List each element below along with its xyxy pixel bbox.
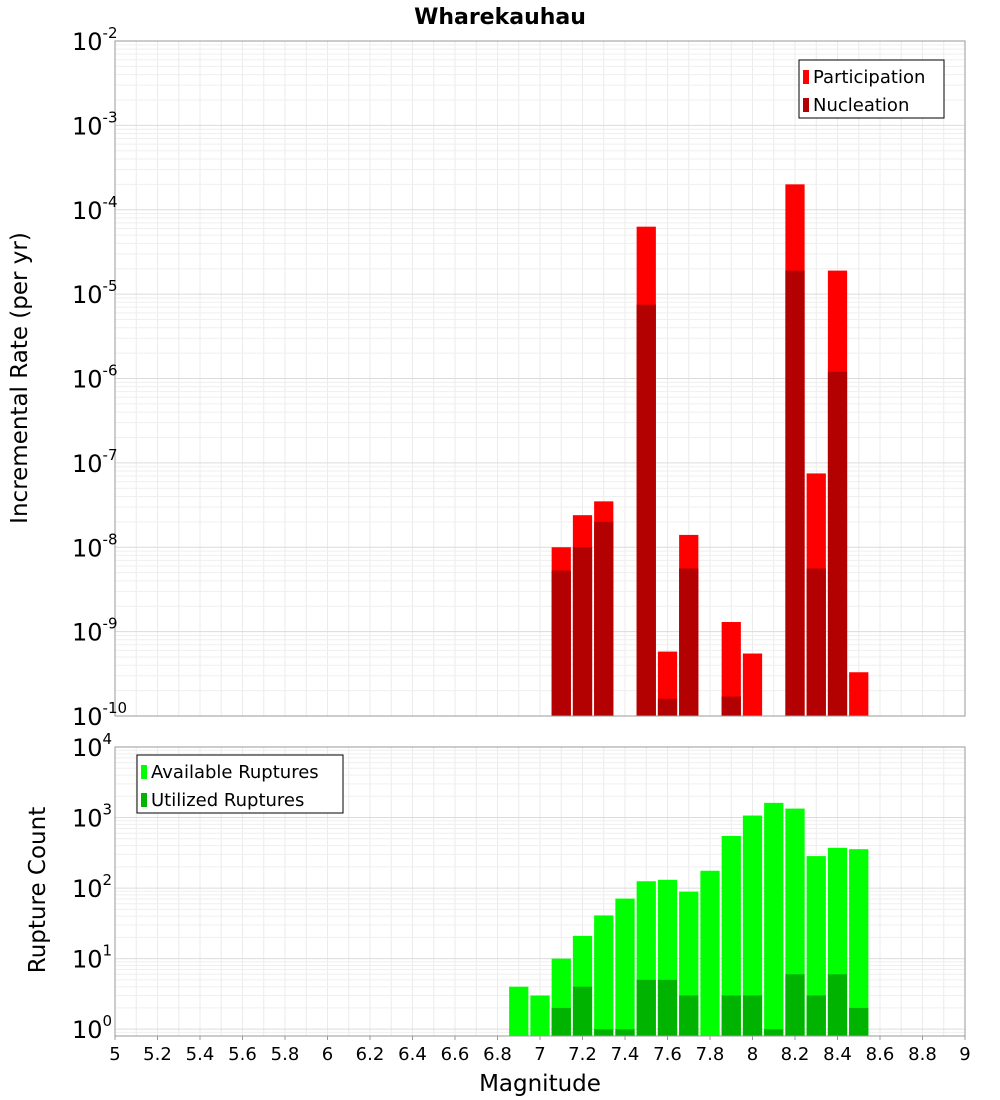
bottom-y-axis-title: Rupture Count <box>25 807 51 973</box>
count-secondary-bar <box>827 974 848 1036</box>
bottom-legend-label: Available Ruptures <box>151 762 319 783</box>
bottom-legend: Available Ruptures Utilized Ruptures <box>136 754 344 814</box>
count-primary-bar <box>509 986 529 1036</box>
x-tick-label: 5.8 <box>271 1044 300 1065</box>
top-y-tick-label: 10-2 <box>72 24 118 56</box>
count-primary-bar <box>806 856 826 1036</box>
rate-secondary-bar <box>827 371 848 716</box>
bottom-legend-swatch <box>141 765 147 779</box>
x-tick-label: 5.2 <box>143 1044 172 1065</box>
top-y-tick-label: 10-9 <box>72 615 118 647</box>
count-secondary-bar <box>785 974 805 1036</box>
count-secondary-bar <box>679 995 699 1036</box>
top-legend: Participation Nucleation <box>798 59 945 119</box>
top-y-tick-label: 10-8 <box>72 530 118 562</box>
top-legend-swatch <box>803 98 809 112</box>
rate-primary-bar <box>721 622 741 716</box>
x-tick-label: 8.8 <box>908 1044 937 1065</box>
count-primary-bar <box>615 898 635 1036</box>
count-secondary-bar <box>742 995 763 1036</box>
bottom-legend-label: Utilized Ruptures <box>151 790 304 811</box>
bottom-plot-bars <box>509 802 869 1036</box>
count-primary-bar <box>742 815 763 1036</box>
rate-secondary-bar <box>721 696 741 716</box>
count-primary-bar <box>594 915 614 1036</box>
rate-secondary-bar <box>679 568 699 716</box>
x-tick-label: 8.2 <box>781 1044 810 1065</box>
count-secondary-bar <box>551 1007 571 1036</box>
x-tick-label: 9 <box>959 1044 970 1065</box>
count-primary-bar <box>764 802 784 1036</box>
x-tick-label: 8.6 <box>866 1044 895 1065</box>
bottom-y-tick-label: 102 <box>72 871 112 903</box>
rate-secondary-bar <box>594 521 614 716</box>
count-secondary-bar <box>849 1007 869 1036</box>
bottom-legend-swatch <box>141 793 147 807</box>
top-legend-label: Nucleation <box>813 95 909 116</box>
x-tick-label: 8 <box>747 1044 758 1065</box>
x-tick-label: 8.4 <box>823 1044 852 1065</box>
top-legend-box <box>798 59 945 119</box>
x-tick-label: 5.6 <box>228 1044 257 1065</box>
count-primary-bar <box>849 849 869 1036</box>
x-tick-label: 6.8 <box>483 1044 512 1065</box>
rate-primary-bar <box>849 672 869 716</box>
bottom-y-tick-label: 101 <box>72 942 112 974</box>
count-primary-bar <box>721 835 741 1036</box>
rate-secondary-bar <box>636 304 656 716</box>
rate-secondary-bar <box>657 698 678 716</box>
top-y-axis-ticks: 10-2 10-3 10-4 10-5 10-6 10-7 10-8 10-9 10-10 <box>72 24 127 731</box>
top-plot-bars <box>551 184 869 717</box>
top-y-tick-label: 10-7 <box>72 446 118 478</box>
count-secondary-bar <box>636 979 656 1036</box>
count-secondary-bar <box>615 1029 635 1036</box>
x-tick-label: 6.2 <box>356 1044 385 1065</box>
bottom-y-tick-label: 104 <box>72 730 112 762</box>
x-axis-ticks: 5 5.2 5.4 5.6 5.8 6 6.2 6.4 6.6 6.8 7 7.2 7.4 7.6 7.8 8… <box>109 1036 971 1065</box>
top-y-axis-title: Incremental Rate (per yr) <box>7 232 33 524</box>
chart-title: Wharekauhau <box>414 5 586 30</box>
count-secondary-bar <box>806 995 826 1036</box>
rate-secondary-bar <box>551 570 571 716</box>
count-secondary-bar <box>721 995 741 1036</box>
rate-primary-bar <box>742 653 763 716</box>
bottom-y-tick-label: 100 <box>72 1012 112 1044</box>
top-plot-frame <box>114 40 966 717</box>
x-tick-label: 7.8 <box>696 1044 725 1065</box>
x-tick-label: 5.4 <box>186 1044 215 1065</box>
bottom-y-axis-ticks: 104 103 102 101 100 <box>72 730 112 1044</box>
x-tick-label: 7.2 <box>568 1044 597 1065</box>
x-tick-label: 6.6 <box>441 1044 470 1065</box>
top-y-tick-label: 10-5 <box>72 277 118 309</box>
x-tick-label: 5 <box>109 1044 120 1065</box>
x-tick-label: 7.6 <box>653 1044 682 1065</box>
count-primary-bar <box>700 870 720 1036</box>
count-secondary-bar <box>572 986 593 1036</box>
x-axis-title: Magnitude <box>479 1071 601 1097</box>
rate-secondary-bar <box>806 568 826 716</box>
x-tick-label: 7 <box>534 1044 545 1065</box>
count-primary-bar <box>530 995 550 1036</box>
count-secondary-bar <box>594 1029 614 1036</box>
top-y-tick-label: 10-3 <box>72 108 118 140</box>
count-secondary-bar <box>764 1029 784 1036</box>
top-legend-swatch <box>803 70 809 84</box>
top-legend-label: Participation <box>813 67 925 88</box>
top-y-tick-label: 10-4 <box>72 193 118 225</box>
top-y-tick-label: 10-10 <box>72 699 127 731</box>
rate-secondary-bar <box>785 270 805 716</box>
bottom-y-tick-label: 103 <box>72 801 112 833</box>
x-tick-label: 7.4 <box>611 1044 640 1065</box>
top-y-tick-label: 10-6 <box>72 362 118 394</box>
count-secondary-bar <box>657 979 678 1036</box>
bottom-legend-box <box>136 754 344 814</box>
rate-secondary-bar <box>572 547 593 716</box>
x-tick-label: 6.4 <box>398 1044 427 1065</box>
x-tick-label: 6 <box>322 1044 333 1065</box>
